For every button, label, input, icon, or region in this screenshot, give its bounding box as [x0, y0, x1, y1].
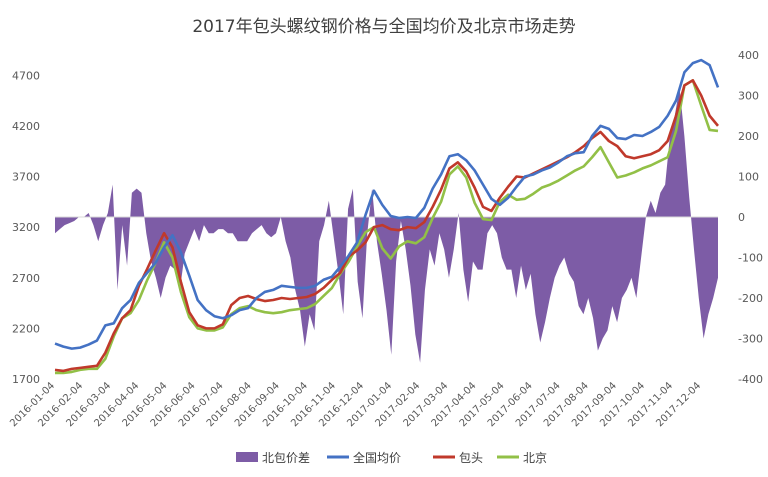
- right-tick-label: 200: [738, 130, 759, 143]
- right-tick-label: -300: [738, 333, 763, 346]
- national-average-line: [54, 58, 720, 350]
- left-tick-label: 2200: [12, 322, 40, 335]
- left-tick-label: 1700: [12, 373, 40, 386]
- legend-label: 北包价差: [262, 451, 310, 465]
- legend-national-average: 全国均价: [327, 450, 401, 465]
- left-tick-label: 3700: [12, 171, 40, 184]
- legend-label: 北京: [523, 451, 547, 465]
- right-tick-label: 100: [738, 171, 759, 184]
- left-tick-label: 3200: [12, 221, 40, 234]
- legend-beijing: 北京: [497, 451, 547, 465]
- right-tick-label: 400: [738, 49, 759, 62]
- legend-spread: 北包价差: [236, 451, 310, 465]
- right-axis: -400 -300 -200 -100 0 100 200 300 400: [738, 49, 763, 386]
- legend-swatch: [236, 452, 258, 462]
- right-tick-label: -400: [738, 373, 763, 386]
- chart-title: 2017年包头螺纹钢价格与全国均价及北京市场走势: [192, 17, 575, 37]
- spread-area: [55, 87, 718, 363]
- legend-baotou: 包头: [433, 451, 483, 465]
- right-tick-label: 0: [738, 211, 745, 224]
- right-tick-label: -200: [738, 292, 763, 305]
- legend-label: 包头: [459, 451, 483, 465]
- legend-label: 全国均价: [353, 450, 401, 465]
- left-tick-label: 4200: [12, 120, 40, 133]
- right-tick-label: -100: [738, 252, 763, 265]
- baotou-line: [54, 79, 720, 373]
- left-tick-label: 4700: [12, 69, 40, 82]
- right-tick-label: 300: [738, 90, 759, 103]
- left-tick-label: 2700: [12, 272, 40, 285]
- spread-area-series: [55, 87, 718, 363]
- left-axis: 1700 2200 2700 3200 3700 4200 4700: [12, 69, 40, 386]
- line-series-group: [54, 58, 720, 375]
- legend: 北包价差 全国均价 包头 北京: [236, 450, 547, 465]
